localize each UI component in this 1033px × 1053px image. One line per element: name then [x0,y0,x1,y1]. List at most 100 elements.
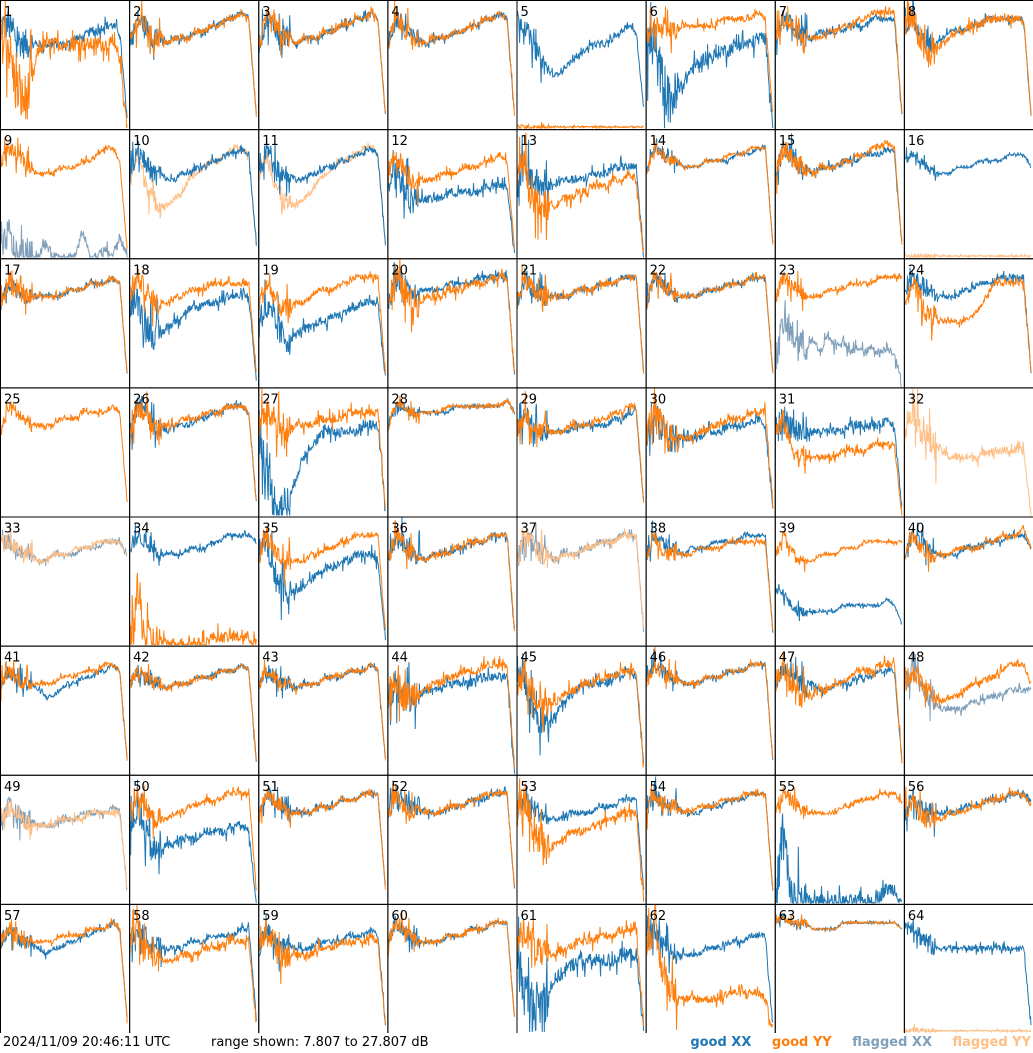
series-yy [517,264,645,374]
panel-35: 35 [258,516,389,647]
series-yy [258,525,386,630]
series-yy [129,0,257,117]
panel-label: 8 [908,5,916,20]
panel-label: 41 [4,651,21,666]
panel-61: 61 [516,903,647,1033]
panel-12: 12 [387,129,518,260]
series-yy [129,391,257,501]
panel-19: 19 [258,258,389,389]
series-yy [517,657,645,768]
panel-label: 42 [133,651,150,666]
legend: good XX good YY flagged XX flagged YY [674,1033,1031,1053]
series-yy [775,786,903,820]
series-xx [517,11,645,107]
series-yy [646,388,774,509]
panel-label: 31 [779,392,796,407]
footer-bar: 2024/11/09 20:46:11 UTC range shown: 7.8… [0,1033,1033,1053]
panel-label: 11 [262,134,279,149]
series-yy [258,388,386,509]
series-xx [129,779,257,903]
panel-label: 15 [779,134,796,149]
panel-label: 53 [521,780,538,795]
panel-39: 39 [774,516,905,647]
series-yy [775,409,903,516]
panel-label: 48 [908,651,925,666]
series-yy-flagged [904,388,1032,516]
series-xx [646,520,774,633]
series-yy-flagged [258,142,386,243]
series-yy-flagged [129,143,257,246]
series-yy [646,6,774,112]
panel-label: 46 [650,651,667,666]
panel-27: 27 [258,387,389,518]
series-yy [129,662,257,761]
panel-36: 36 [387,516,518,647]
panel-label: 45 [521,651,538,666]
panel-label: 39 [779,522,796,537]
panel-5: 5 [516,0,647,131]
legend-good-yy: good YY [771,1035,832,1050]
panel-64: 64 [903,903,1033,1033]
series-xx [517,134,645,258]
series-xx [646,403,774,509]
series-yy [0,0,128,129]
panel-label: 43 [262,651,279,666]
panel-42: 42 [129,645,260,776]
panel-label: 50 [133,780,150,795]
series-yy [904,276,1032,373]
series-yy [904,786,1032,829]
panel-14: 14 [645,129,776,260]
panel-label: 22 [650,263,667,278]
panel-60: 60 [387,903,518,1033]
panel-38: 38 [645,516,776,647]
series-xx [129,140,257,246]
panel-label: 57 [4,909,21,924]
series-yy [646,785,774,891]
panel-label: 51 [262,780,279,795]
panel-37: 37 [516,516,647,647]
series-yy [775,139,903,245]
series-yy [775,6,903,114]
series-yy-flagged [904,252,1032,260]
panel-58: 58 [129,903,260,1033]
panel-15: 15 [774,129,905,260]
panel-label: 17 [4,263,21,278]
series-xx [904,267,1032,374]
panel-label: 63 [779,909,796,924]
series-yy [387,656,515,769]
panel-label: 10 [133,134,150,149]
series-xx [387,780,515,889]
panel-label: 20 [391,263,408,278]
panel-57: 57 [0,903,131,1033]
panel-51: 51 [258,774,389,905]
panel-20: 20 [387,258,518,389]
panel-label: 54 [650,780,667,795]
series-yy [387,0,515,116]
series-xx [0,918,128,1018]
series-xx [775,813,903,905]
series-yy [517,778,645,902]
panel-52: 52 [387,774,518,905]
panel-label: 40 [908,522,925,537]
series-yy [129,904,257,1023]
panel-label: 4 [391,5,399,20]
series-yy [387,395,515,430]
panel-50: 50 [129,774,260,905]
panel-label: 26 [133,392,150,407]
panel-16: 16 [903,129,1033,260]
series-yy [517,132,645,252]
series-yy [0,137,128,249]
panel-10: 10 [129,129,260,260]
series-yy [646,138,774,245]
series-yy [517,122,644,131]
panel-label: 49 [4,780,21,795]
panel-2: 2 [129,0,260,131]
panel-label: 36 [391,522,408,537]
series-yy [258,6,386,114]
panel-label: 29 [521,392,538,407]
series-xx [646,138,774,242]
series-yy [387,910,515,1017]
panel-label: 47 [779,651,796,666]
panel-53: 53 [516,774,647,905]
panel-7: 7 [774,0,905,131]
